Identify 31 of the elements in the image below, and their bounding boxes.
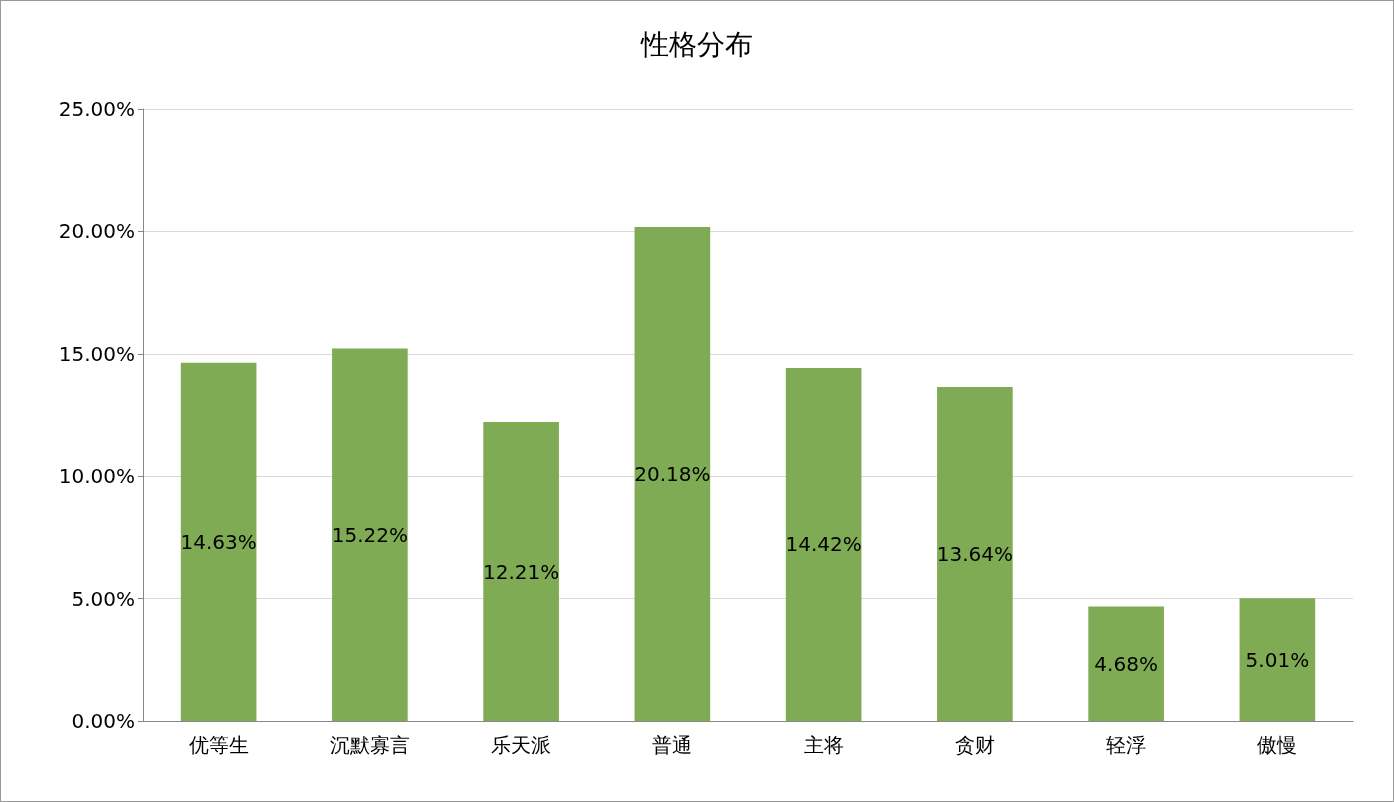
bar [1239, 598, 1316, 721]
x-tick-label: 普通 [652, 733, 693, 757]
x-tick-label: 傲慢 [1257, 733, 1298, 757]
x-tick-label: 主将 [803, 733, 844, 757]
data-label: 14.42% [785, 532, 862, 557]
bar [180, 362, 257, 721]
bar [937, 387, 1013, 721]
x-tick-label: 贪财 [954, 733, 995, 757]
data-label: 15.22% [331, 522, 409, 547]
y-tick-label: 10.00% [58, 464, 135, 489]
x-tick-label: 乐天派 [491, 733, 552, 757]
bar [1088, 606, 1164, 721]
data-label: 5.01% [1245, 647, 1310, 672]
y-tick-label: 20.00% [58, 219, 135, 244]
x-tick-label: 轻浮 [1106, 733, 1147, 757]
bar [483, 422, 559, 721]
y-tick-label: 25.00% [58, 97, 135, 121]
x-tick-label: 沉默寡言 [329, 733, 410, 757]
y-tick-label: 15.00% [58, 341, 135, 366]
data-label: 14.63% [180, 529, 257, 554]
bar [785, 368, 862, 721]
data-label: 20.18% [634, 462, 711, 486]
y-tick-label: 0.00% [71, 709, 135, 733]
bar [332, 348, 408, 721]
y-tick-label: 5.00% [71, 586, 135, 611]
x-tick-label: 优等生 [188, 733, 249, 757]
data-label: 12.21% [482, 559, 560, 584]
bar [634, 226, 711, 721]
data-label: 13.64% [936, 542, 1014, 567]
chart-title: 性格分布 [640, 27, 753, 61]
data-label: 4.68% [1094, 651, 1158, 676]
